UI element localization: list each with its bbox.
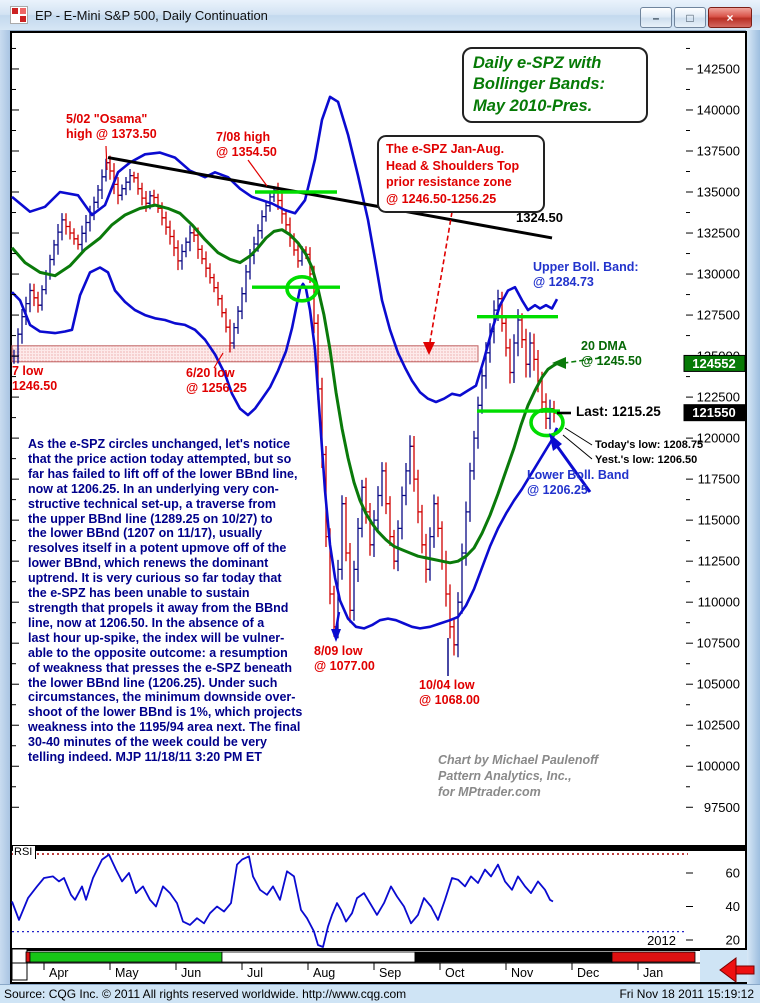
- upper-bollinger-band-line: [11, 95, 559, 404]
- red-arrow-head: [719, 957, 737, 983]
- contract-duration-segment: [29, 951, 223, 963]
- price-axis-label: 110000: [698, 595, 740, 610]
- chart-title-box: Daily e-SPZ with Bollinger Bands: May 20…: [462, 47, 648, 124]
- window-title: EP - E-Mini S&P 500, Daily Continuation: [35, 7, 268, 23]
- price-axis-label: 107500: [697, 636, 740, 651]
- session-lows-label: Today's low: 1208.75 Yest.'s low: 1206.5…: [595, 439, 704, 467]
- lower-band-arrow-line: [555, 445, 592, 493]
- rsi-axis-label: 40: [726, 899, 740, 914]
- price-axis-label: 122500: [697, 390, 740, 405]
- price-axis-label: 100000: [697, 759, 740, 774]
- restore-button[interactable]: □: [674, 7, 706, 28]
- aug-low-arrow-line: [334, 611, 341, 631]
- dma-arrow-line: [563, 357, 601, 364]
- month-label: Jul: [247, 966, 263, 980]
- left-scroll-strip: [0, 30, 10, 984]
- app-icon: [10, 6, 28, 24]
- month-label: Dec: [577, 966, 599, 980]
- price-axis-label: 112500: [698, 554, 740, 569]
- badge-text: 121550: [692, 405, 735, 420]
- month-label: Jan: [643, 966, 663, 980]
- trendline-value-label: 1324.50: [516, 210, 563, 225]
- resistance-zone: [11, 345, 479, 363]
- title-bar[interactable]: EP - E-Mini S&P 500, Daily Continuation …: [0, 0, 760, 31]
- aug-low-label: 8/09 low @ 1077.00: [314, 644, 375, 674]
- close-button[interactable]: ×: [708, 7, 752, 28]
- contract-duration-segment: [221, 951, 416, 963]
- dma20-line: [10, 203, 558, 565]
- price-axis-label: 97500: [704, 800, 740, 815]
- resistance-arrow-head: [423, 342, 435, 355]
- lower-band-arrow-head: [549, 433, 562, 451]
- last-price-badge: [683, 404, 746, 422]
- status-source: Source: CQG Inc. © 2011 All rights reser…: [4, 987, 407, 1001]
- price-axis-label: 142500: [697, 61, 740, 76]
- contract-duration-segment: [414, 951, 613, 963]
- month-label: Aug: [313, 966, 335, 980]
- price-axis-label: 132500: [697, 226, 740, 241]
- month-label: Sep: [379, 966, 401, 980]
- price-axis-label: 140000: [697, 102, 740, 117]
- june-low-label: 6/20 low @ 1256.25: [186, 366, 247, 396]
- price-axis-label: 130000: [697, 267, 740, 282]
- price-axis-label: 117500: [698, 472, 740, 487]
- red-arrow-shaft: [735, 965, 755, 975]
- corner-box: [11, 948, 28, 981]
- july-high-pointer-line: [247, 159, 268, 187]
- rsi-axis-label: 60: [726, 866, 740, 881]
- rsi-panel-label: RSI: [13, 846, 37, 860]
- june-low-pointer-line: [213, 352, 224, 369]
- resistance-arrow-line: [429, 211, 453, 343]
- rsi-axis-label: 20: [726, 933, 740, 948]
- lower-band-label: Lower Boll. Band @ 1206.25: [527, 468, 630, 498]
- price-axis-label: 135000: [697, 185, 740, 200]
- analyst-commentary: As the e-SPZ circles unchanged, let's no…: [28, 437, 303, 765]
- upper-band-label: Upper Boll. Band: @ 1284.73: [533, 260, 639, 290]
- resistance-note-box: The e-SPZ Jan-Aug. Head & Shoulders Top …: [377, 135, 545, 213]
- aug-low-arrow-head: [331, 629, 341, 642]
- march-low-label: 7 low 1246.50: [12, 364, 58, 394]
- oct-low-label: 10/04 low @ 1068.00: [419, 678, 480, 708]
- downtrend-line: [107, 156, 553, 240]
- osama-high-label: 5/02 "Osama" high @ 1373.50: [66, 112, 157, 142]
- last-price-label: Last: 1215.25: [576, 404, 661, 419]
- dma-price-badge: [683, 354, 746, 372]
- green-highlight-circle-1: [529, 407, 565, 438]
- todays-low-connector: [564, 427, 593, 446]
- dma-arrow-head: [552, 357, 566, 369]
- rsi-top-divider: [12, 845, 745, 851]
- yest-low-connector: [562, 434, 593, 460]
- chart-credit: Chart by Michael Paulenoff Pattern Analy…: [438, 753, 599, 799]
- price-axis-label: 120000: [697, 431, 740, 446]
- month-label: May: [115, 966, 139, 980]
- rsi-line: [11, 853, 554, 948]
- osama-pointer-line: [105, 145, 108, 171]
- green-highlight-circle-0: [285, 275, 319, 303]
- price-axis-label: 137500: [697, 143, 740, 158]
- status-timestamp: Fri Nov 18 2011 15:19:12: [619, 987, 754, 1001]
- month-label: Oct: [445, 966, 465, 980]
- status-bar: Source: CQG Inc. © 2011 All rights reser…: [0, 984, 760, 1003]
- right-scroll-strip: [746, 30, 760, 984]
- price-axis-label: 102500: [697, 718, 740, 733]
- contract-duration-segment: [25, 951, 31, 963]
- dma-label: 20 DMA @ 1245.50: [581, 339, 642, 369]
- minimize-button[interactable]: –: [640, 7, 672, 28]
- rsi-bottom-divider: [12, 948, 745, 951]
- month-label: Jun: [181, 966, 201, 980]
- month-label: Nov: [511, 966, 534, 980]
- price-axis-label: 127500: [697, 308, 740, 323]
- price-axis-label: 105000: [697, 677, 740, 692]
- price-axis-label: 115000: [698, 513, 740, 528]
- contract-duration-segment: [611, 951, 696, 963]
- month-label: Apr: [49, 966, 68, 980]
- year-2012-label: 2012: [647, 933, 676, 948]
- badge-text: 124552: [692, 356, 735, 371]
- july-high-label: 7/08 high @ 1354.50: [216, 130, 277, 160]
